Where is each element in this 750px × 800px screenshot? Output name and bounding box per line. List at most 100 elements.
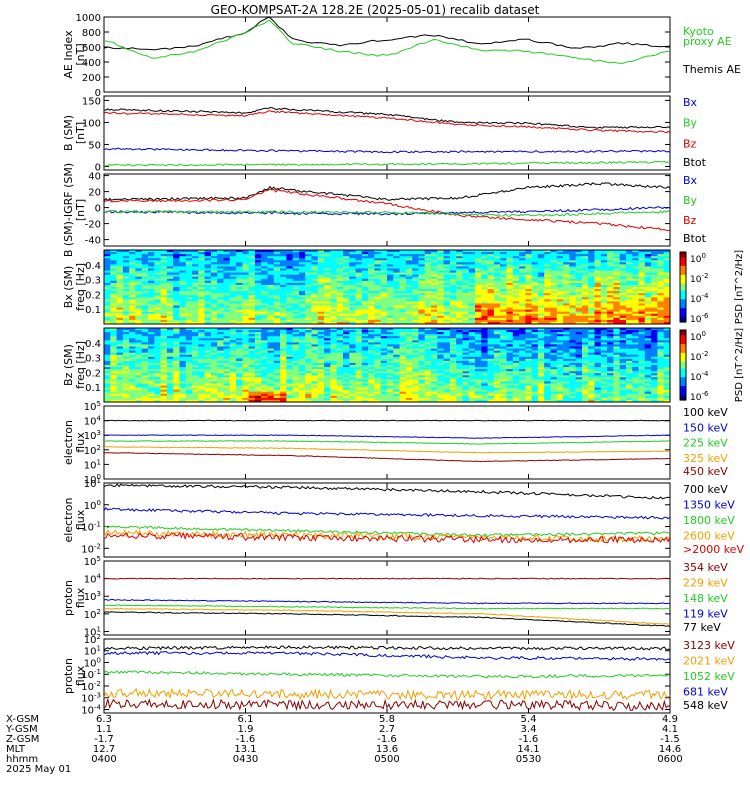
spectrogram-cell	[626, 299, 633, 302]
spectrogram-cell	[563, 260, 570, 263]
spectrogram-cell	[632, 301, 640, 304]
spectrogram-cell	[141, 336, 149, 339]
spectrogram-cell	[280, 311, 287, 315]
spectrogram-cell	[299, 280, 306, 284]
spectrogram-cell	[361, 282, 369, 286]
spectrogram-cell	[223, 256, 231, 259]
spectrogram-cell	[248, 350, 256, 354]
spectrogram-cell	[217, 342, 224, 345]
spectrogram-cell	[267, 309, 275, 313]
spectrogram-cell	[141, 365, 149, 368]
y-axis-label-bsm: B (SM)[nT]	[62, 115, 87, 151]
spectrogram-cell	[242, 270, 250, 274]
spectrogram-cell	[110, 362, 118, 366]
spectrogram-cell	[651, 266, 658, 269]
spectrogram-cell	[399, 256, 407, 259]
spectrogram-cell	[663, 311, 671, 315]
spectrogram-cell	[116, 262, 124, 265]
spectrogram-cell	[104, 272, 111, 276]
spectrogram-cell	[122, 264, 130, 267]
spectrogram-cell	[217, 262, 224, 265]
spectrogram-cell	[343, 268, 350, 272]
spectrogram-cell	[292, 289, 300, 292]
spectrogram-cell	[506, 297, 514, 300]
spectrogram-cell	[179, 377, 187, 380]
spectrogram-cell	[632, 270, 640, 274]
spectrogram-cell	[317, 256, 325, 259]
spectrogram-cell	[248, 360, 256, 364]
spectrogram-cell	[336, 266, 344, 269]
spectrogram-cell	[229, 293, 237, 296]
spectrogram-cell	[449, 293, 457, 296]
spectrogram-cell	[110, 354, 118, 358]
spectrogram-cell	[349, 254, 357, 257]
spectrogram-cell	[160, 276, 168, 280]
colorbar-cell	[680, 271, 686, 274]
spectrogram-cell	[104, 303, 111, 306]
spectrogram-cell	[280, 313, 287, 317]
spectrogram-cell	[387, 278, 394, 282]
spectrogram-cell	[280, 289, 287, 292]
spectrogram-cell	[299, 272, 306, 276]
spectrogram-cell	[148, 301, 155, 304]
spectrogram-cell	[299, 321, 306, 325]
spectrogram-cell	[437, 260, 445, 263]
spectrogram-cell	[607, 289, 614, 292]
series-pflux2-681-kev	[103, 650, 671, 661]
spectrogram-cell	[343, 272, 350, 276]
spectrogram-cell	[110, 293, 118, 296]
spectrogram-cell	[110, 287, 118, 290]
spectrogram-cell	[632, 291, 640, 294]
colorbar-label: PSD [nT^2/Hz]	[734, 250, 745, 324]
spectrogram-cell	[343, 381, 350, 384]
spectrogram-cell	[160, 311, 168, 315]
spectrogram-cell	[217, 399, 224, 403]
spectrogram-cell	[273, 270, 281, 274]
spectrogram-cell	[135, 291, 143, 294]
spectrogram-cell	[544, 301, 551, 304]
legend-pflux2-2: 1052 keV	[683, 670, 735, 683]
spectrogram-cell	[229, 311, 237, 315]
spectrogram-cell	[280, 287, 287, 290]
spectrogram-cell	[393, 264, 401, 267]
spectrogram-cell	[254, 397, 262, 401]
spectrogram-cell	[261, 369, 268, 372]
spectrogram-cell	[185, 282, 193, 286]
spectrogram-cell	[412, 266, 419, 269]
spectrogram-cell	[405, 260, 413, 263]
spectrogram-cell	[273, 250, 281, 253]
spectrogram-cell	[575, 260, 583, 263]
spectrogram-cell	[324, 387, 331, 391]
spectrogram-cell	[481, 274, 489, 278]
legend-eflux1-3: 325 keV	[683, 452, 728, 465]
spectrogram-cell	[644, 278, 652, 282]
spectrogram-cell	[261, 344, 268, 347]
spectrogram-cell	[487, 317, 495, 321]
spectrogram-cell	[116, 354, 124, 358]
spectrogram-cell	[223, 371, 231, 374]
spectrogram-cell	[512, 297, 520, 300]
colorbar-cell	[680, 315, 686, 318]
spectrogram-cell	[135, 399, 143, 403]
spectrogram-cell	[198, 272, 206, 276]
spectrogram-cell	[185, 381, 193, 384]
spectrogram-cell	[412, 252, 419, 255]
spectrogram-cell	[368, 268, 375, 272]
spectrogram-cell	[330, 313, 338, 317]
spectrogram-cell	[242, 356, 250, 360]
spectrogram-cell	[380, 293, 388, 296]
spectrogram-cell	[305, 284, 312, 288]
spectrogram-cell	[223, 373, 231, 376]
spectrogram-cell	[374, 319, 382, 323]
spectrogram-cell	[204, 250, 212, 253]
spectrogram-cell	[166, 379, 174, 382]
spectrogram-cell	[267, 367, 275, 370]
spectrogram-cell	[324, 385, 331, 389]
spectrogram-cell	[330, 252, 338, 255]
spectrogram-cell	[160, 367, 168, 370]
spectrogram-cell	[273, 266, 281, 269]
spectrogram-cell	[311, 260, 319, 263]
spectrogram-cell	[267, 305, 275, 309]
spectrogram-cell	[613, 309, 621, 313]
spectrogram-cell	[254, 356, 262, 360]
